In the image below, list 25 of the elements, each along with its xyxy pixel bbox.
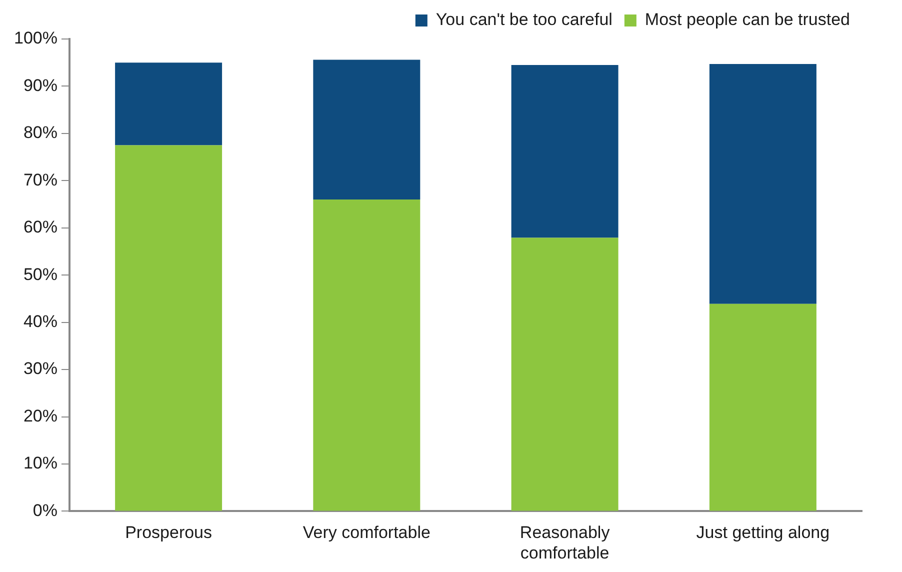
- bar: [115, 145, 222, 511]
- y-tick-label: 20%: [23, 406, 58, 426]
- bar: [115, 62, 222, 146]
- y-tick-label: 10%: [23, 454, 58, 473]
- x-tick-label: Prosperous: [125, 523, 212, 542]
- y-tick-label: 50%: [23, 264, 58, 284]
- bar: [313, 60, 420, 200]
- legend-label: You can't be too careful: [436, 10, 612, 30]
- bar: [709, 304, 816, 511]
- bar: [511, 238, 618, 511]
- x-tick-label: Reasonably comfortable: [520, 523, 610, 562]
- x-tick-label: Very comfortable: [302, 523, 430, 542]
- y-tick-label: 0%: [32, 500, 58, 520]
- bar: [313, 200, 420, 511]
- y-tick-label: 40%: [23, 312, 58, 332]
- y-tick-label: 80%: [23, 123, 58, 142]
- y-tick-label: 100%: [14, 28, 58, 48]
- bar: [511, 64, 618, 238]
- bar: [709, 64, 816, 304]
- x-tick-label: Just getting along: [696, 523, 830, 542]
- y-tick-label: 70%: [23, 170, 58, 190]
- legend-label: Most people can be trusted: [644, 10, 850, 30]
- y-tick-label: 30%: [23, 359, 58, 378]
- y-tick-label: 60%: [23, 218, 58, 237]
- y-tick-label: 90%: [23, 76, 58, 95]
